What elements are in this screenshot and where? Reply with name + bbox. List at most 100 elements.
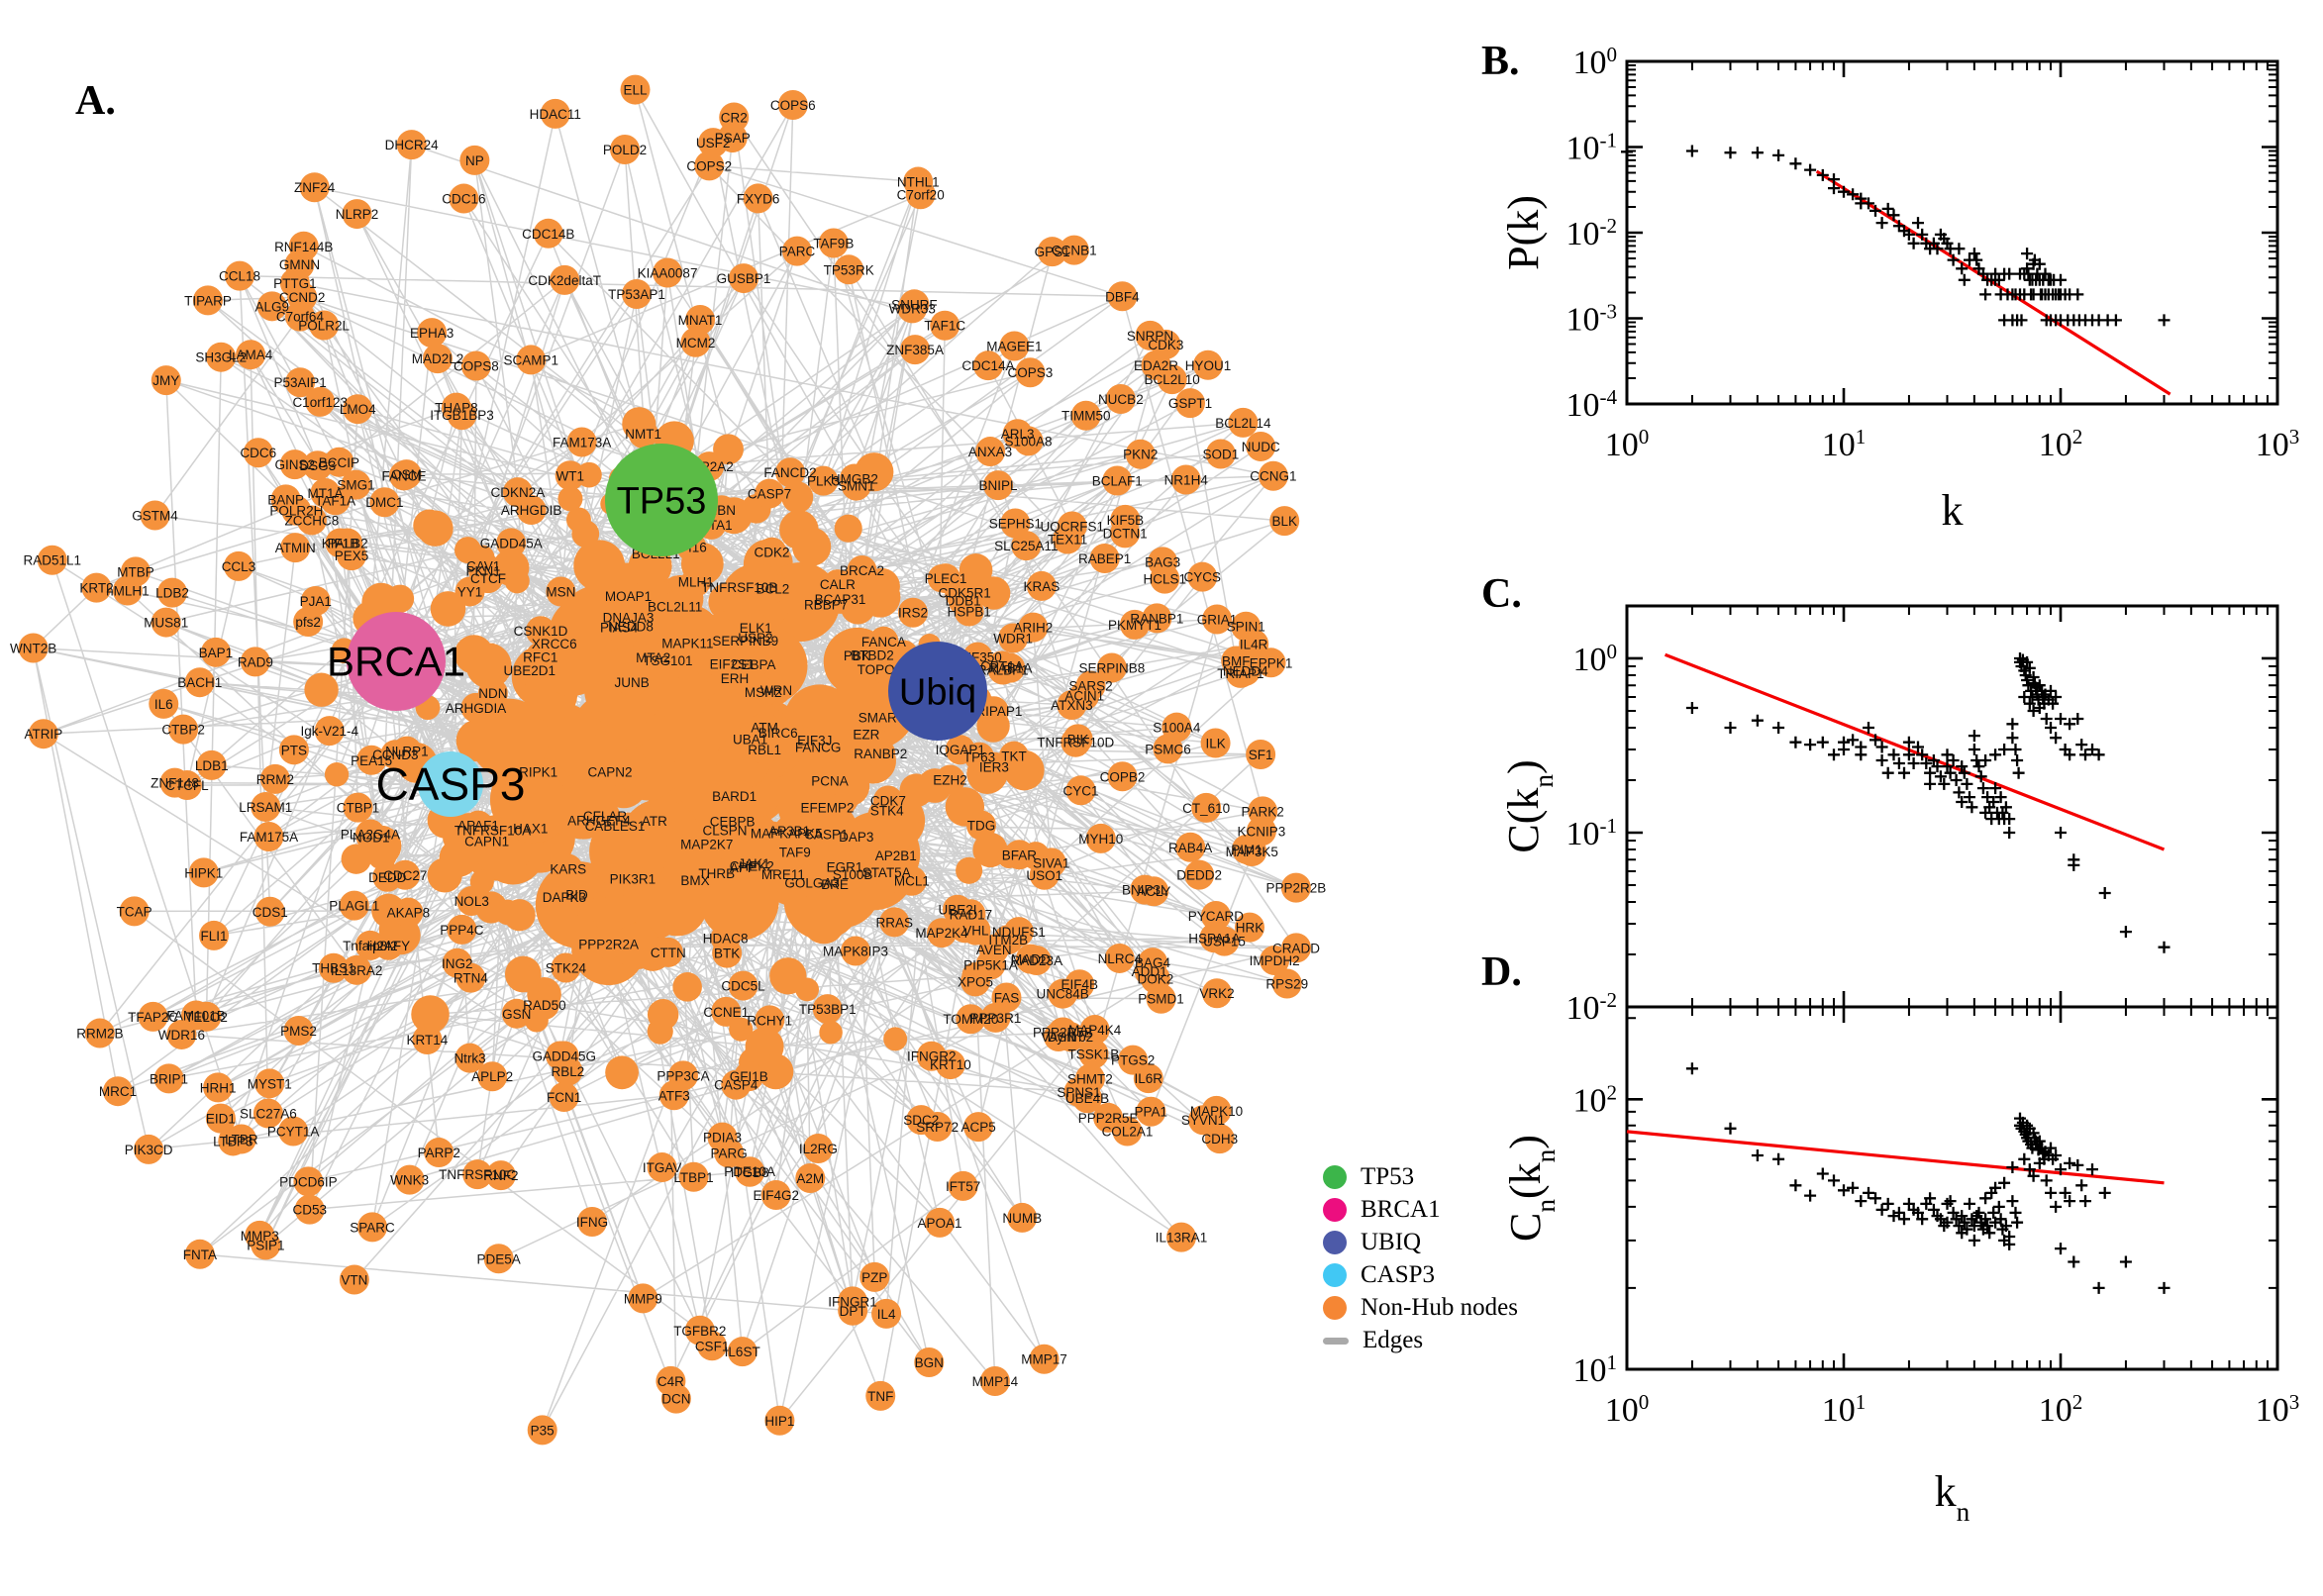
network-node: [196, 749, 227, 780]
network-node: [343, 394, 373, 425]
network-node-label: IFNG: [576, 1215, 608, 1230]
network-node-label: CR2: [721, 110, 748, 125]
network-node-label: IMPDH2: [1250, 953, 1300, 968]
network-node-label: CDK2: [755, 546, 790, 560]
network-node: [449, 183, 479, 214]
network-node-label: CDC27: [383, 868, 427, 883]
network-node: [254, 1068, 285, 1099]
network-node-label: CASP4: [714, 1078, 758, 1093]
legend-label: Edges: [1363, 1327, 1424, 1353]
plot-panel-c: 100 10-1 10-2 C(kn): [1499, 604, 2279, 1027]
network-node-label: BCL2L11: [648, 599, 702, 614]
network-node: [540, 98, 570, 129]
network-node-label: TDG: [967, 819, 996, 834]
network-node-label: CAPN2: [587, 765, 632, 780]
network-node: [299, 172, 330, 203]
network-node-label: HIP1: [764, 1414, 794, 1429]
network-node: [483, 1244, 514, 1274]
network-node-label: NEDD4: [1223, 664, 1268, 679]
network-node-label: PJA1: [300, 594, 332, 609]
network-node: [740, 622, 770, 652]
network-node: [1202, 604, 1233, 635]
network-node-label: TIMM50: [1061, 409, 1111, 424]
network-node-label: PPP2R5E: [1078, 1111, 1139, 1126]
network-node: [896, 865, 927, 896]
network-node: [639, 805, 669, 836]
network-node: [972, 350, 1003, 381]
network-node: [393, 897, 424, 928]
network-node-label: PDIA3: [703, 1131, 742, 1146]
network-node-label: IRS2: [898, 606, 928, 621]
tick-label: 102: [1572, 1080, 1617, 1119]
network-node-label: PLK3: [807, 474, 840, 489]
network-node-label: MAP3K5: [1226, 845, 1278, 859]
network-node-label: PDE10A: [724, 1164, 775, 1179]
network-node-label: RAD9: [238, 654, 273, 669]
network-node: [138, 1001, 168, 1032]
network-node-label: SEPHS1: [989, 516, 1042, 531]
network-node-label: SPNS1: [1057, 1085, 1100, 1100]
network-node-label: SLC25A11: [994, 539, 1058, 553]
network-node-label: RRAS: [875, 915, 913, 930]
network-node: [1281, 933, 1312, 963]
network-node: [1191, 792, 1222, 823]
network-node-label: PKN1: [466, 564, 501, 579]
network-node-label: EZH2: [933, 773, 967, 788]
network-node-label: RALBP1: [977, 663, 1029, 678]
network-node-label: FXYD6: [737, 191, 780, 206]
network-node: [1201, 1095, 1232, 1126]
network-node-label: PIAS4: [600, 620, 639, 635]
network-node-label: TRIAP1: [1217, 666, 1263, 681]
network-node: [278, 735, 309, 765]
network-node: [504, 568, 530, 594]
network-node: [565, 507, 591, 533]
network-node-label: CCL18: [219, 269, 260, 284]
network-node-label: IL6R: [1135, 1071, 1163, 1086]
network-node: [710, 923, 741, 953]
network-node-label: S100B: [833, 867, 873, 882]
network-node-label: TP63: [963, 750, 995, 765]
panel-label-b: B.: [1481, 39, 1520, 84]
network-node-label: MAD2L2: [412, 351, 464, 366]
network-node: [324, 762, 350, 787]
network-node: [1187, 561, 1218, 592]
network-node-label: ARHGEF4: [567, 814, 631, 829]
node-swatch-icon: [1323, 1198, 1347, 1222]
network-node-label: CDK3: [1148, 338, 1183, 352]
network-node-label: ZCCHC8: [285, 513, 340, 528]
network-node-label: RAB1A: [988, 661, 1032, 676]
network-node-label: COPS8: [454, 358, 499, 373]
network-node: [979, 1366, 1010, 1397]
network-node-label: PPP2R2A: [578, 938, 639, 952]
network-node-label: WDR33: [889, 301, 936, 316]
network-node: [354, 930, 385, 960]
network-node-label: APOA1: [917, 1216, 961, 1231]
network-node-label: BIRC6: [758, 726, 798, 741]
network-node: [1235, 912, 1265, 943]
network-node: [1192, 349, 1223, 380]
hub-node-tp53: [605, 444, 718, 556]
network-node: [339, 890, 369, 921]
network-node-label: CDC14B: [522, 227, 574, 242]
network-node: [200, 637, 231, 667]
network-node: [983, 470, 1014, 501]
network-node: [728, 970, 758, 1001]
network-node-label: TNFRSF10A: [454, 824, 531, 839]
tick-label: 103: [2256, 425, 2300, 463]
network-node: [656, 1365, 686, 1396]
network-node-label: KARS: [550, 862, 586, 877]
network-node-label: UBA1: [733, 732, 767, 747]
network-node-label: PARP2: [418, 1146, 460, 1160]
tick-label: 101: [1572, 1350, 1617, 1389]
network-node-label: BAP1: [199, 646, 234, 660]
network-node-label: BARD1: [712, 789, 757, 804]
network-node-label: JAK1: [738, 856, 769, 871]
network-node: [897, 597, 928, 628]
network-node-label: ALG9: [255, 299, 290, 314]
network-node-label: CEBPB: [710, 815, 756, 830]
network-node: [812, 792, 843, 823]
network-node-label: Igk-V21-4: [300, 724, 358, 739]
network-node: [412, 1024, 443, 1054]
